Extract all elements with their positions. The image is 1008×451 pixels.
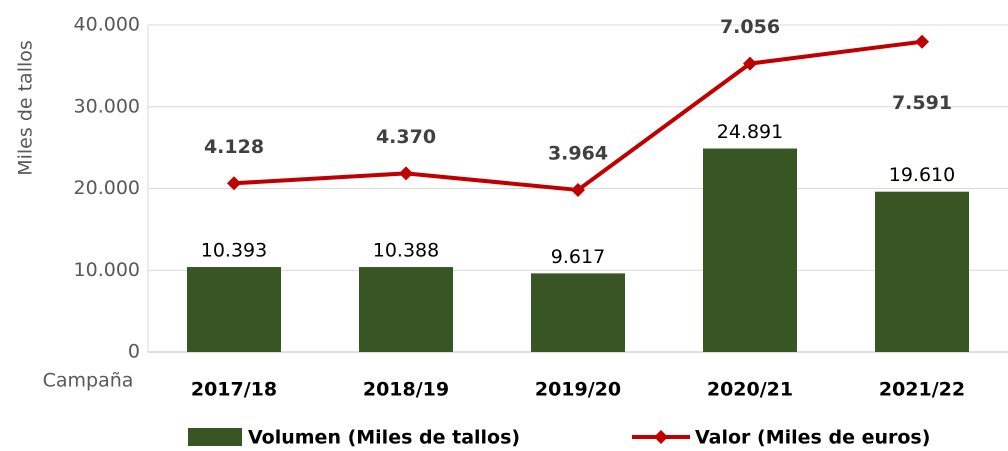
bar [703, 148, 797, 352]
line-value-label: 3.964 [548, 142, 608, 164]
line-marker [743, 56, 757, 71]
y-tick-label: 30.000 [74, 95, 140, 117]
legend-swatch [188, 428, 242, 446]
x-tick-label: 2019/20 [535, 379, 621, 401]
line-value-label: 4.370 [376, 126, 436, 148]
y-tick-label: 20.000 [74, 177, 140, 199]
line-value-label: 7.591 [892, 92, 952, 114]
x-tick-label: 2021/22 [879, 379, 965, 401]
bar [359, 267, 453, 352]
line-value-label: 4.128 [204, 136, 264, 158]
bar [531, 273, 625, 352]
bar-value-label: 10.388 [373, 240, 439, 262]
line-marker [399, 166, 413, 181]
line [233, 39, 923, 193]
x-tick-label: 2018/19 [363, 379, 449, 401]
bar-value-label: 24.891 [717, 121, 783, 143]
line-marker [571, 182, 585, 197]
legend-marker [654, 430, 668, 444]
y-tick-label: 10.000 [74, 259, 140, 281]
x-tick-label: 2020/21 [707, 379, 793, 401]
x-axis-label: Campaña [43, 370, 134, 392]
y-tick-label: 0 [128, 341, 140, 363]
legend-label: Volumen (Miles de tallos) [248, 427, 520, 449]
line-marker [227, 176, 241, 191]
line-marker [915, 34, 929, 49]
bar [875, 191, 969, 352]
bar-value-label: 19.610 [889, 164, 955, 186]
y-tick-label: 40.000 [74, 14, 140, 36]
line-value-label: 7.056 [720, 16, 780, 38]
bar-value-label: 10.393 [201, 240, 267, 262]
y-axis-label: Miles de tallos [15, 40, 37, 176]
bar [187, 267, 281, 352]
bar-value-label: 9.617 [551, 246, 605, 268]
legend-label: Valor (Miles de euros) [695, 427, 930, 449]
x-tick-label: 2017/18 [191, 379, 277, 401]
